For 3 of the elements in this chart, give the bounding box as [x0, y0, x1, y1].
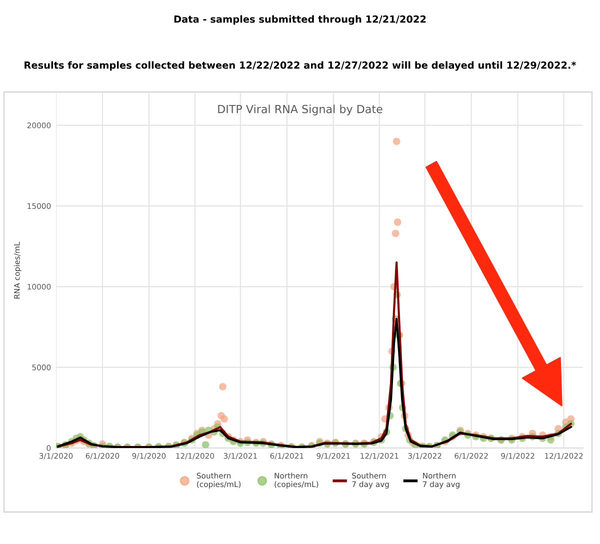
text: Results for samples collected between 12/22/2022 and 12/27/2022 will be delayed until 12/29/2022.*	[24, 61, 576, 71]
text: Data - samples submitted through 12/21/2022	[174, 15, 426, 25]
text: DITP Viral RNA Signal by Date	[218, 104, 382, 116]
